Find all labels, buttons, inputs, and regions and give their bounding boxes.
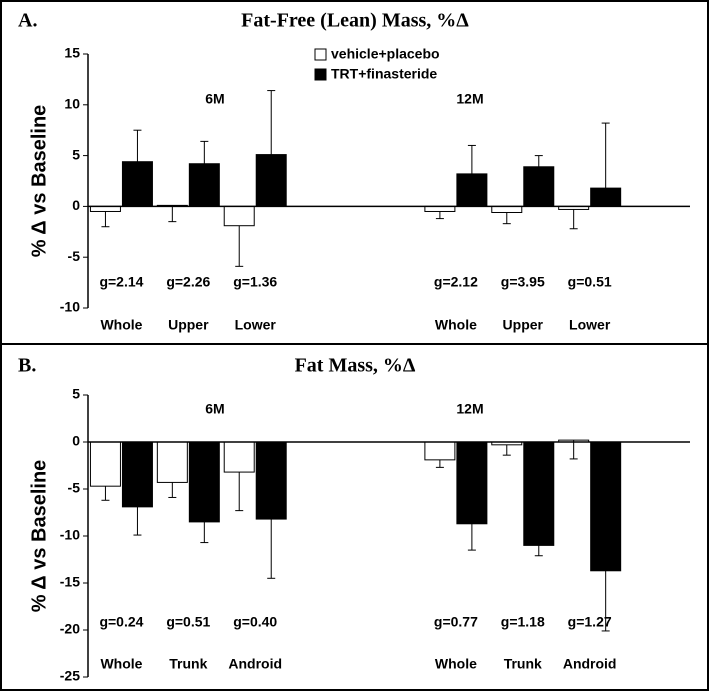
bar bbox=[491, 205, 523, 213]
bar bbox=[255, 154, 287, 207]
x-tick-label: Android bbox=[228, 656, 282, 672]
legend-label: TRT+finasteride bbox=[331, 66, 437, 82]
bar bbox=[188, 441, 220, 523]
bar bbox=[424, 441, 456, 461]
bar bbox=[255, 441, 287, 520]
effect-size-label: g=0.51 bbox=[166, 614, 210, 630]
x-tick-label: Whole bbox=[435, 317, 477, 333]
effect-size-label: g=0.24 bbox=[99, 614, 143, 630]
bar bbox=[523, 166, 555, 207]
y-axis-label: % Δ vs Baseline bbox=[28, 105, 50, 258]
y-tick-label: -5 bbox=[68, 480, 81, 496]
effect-size-label: g=0.77 bbox=[434, 614, 478, 630]
annotation: 12M bbox=[456, 91, 483, 107]
panel-label: B. bbox=[18, 355, 36, 377]
bar bbox=[424, 205, 456, 212]
x-tick-label: Upper bbox=[168, 317, 209, 333]
bar bbox=[456, 173, 488, 207]
bar bbox=[89, 441, 121, 487]
effect-size-label: g=0.40 bbox=[233, 614, 277, 630]
y-tick-label: -5 bbox=[68, 248, 81, 264]
panel-label: A. bbox=[18, 10, 37, 32]
bar bbox=[223, 205, 255, 227]
chart-title: Fat Mass, %Δ bbox=[295, 355, 416, 377]
effect-size-label: g=2.14 bbox=[99, 274, 143, 290]
bar bbox=[456, 441, 488, 525]
y-tick-label: -10 bbox=[60, 527, 80, 543]
effect-size-label: g=1.27 bbox=[568, 614, 612, 630]
bar bbox=[156, 441, 188, 483]
x-tick-label: Trunk bbox=[504, 656, 542, 672]
bar bbox=[121, 161, 153, 207]
effect-size-label: g=0.51 bbox=[568, 274, 612, 290]
chart-title: Fat-Free (Lean) Mass, %Δ bbox=[241, 10, 469, 32]
x-tick-label: Lower bbox=[235, 317, 277, 333]
x-tick-label: Trunk bbox=[169, 656, 207, 672]
y-tick-label: 0 bbox=[72, 433, 80, 449]
x-tick-label: Whole bbox=[435, 656, 477, 672]
bar bbox=[523, 441, 555, 546]
annotation: 6M bbox=[205, 91, 224, 107]
y-tick-label: -20 bbox=[60, 621, 80, 637]
bar bbox=[188, 163, 220, 207]
bar bbox=[590, 441, 622, 572]
effect-size-label: g=1.36 bbox=[233, 274, 277, 290]
x-tick-label: Whole bbox=[100, 317, 142, 333]
bar bbox=[223, 441, 255, 473]
y-tick-label: 5 bbox=[72, 146, 80, 162]
y-tick-label: 5 bbox=[72, 386, 80, 402]
effect-size-label: g=2.26 bbox=[166, 274, 210, 290]
y-tick-label: -25 bbox=[60, 668, 80, 684]
y-tick-label: -15 bbox=[60, 574, 80, 590]
effect-size-label: g=2.12 bbox=[434, 274, 478, 290]
bar bbox=[89, 205, 121, 212]
x-tick-label: Upper bbox=[503, 317, 544, 333]
annotation: 6M bbox=[205, 401, 224, 417]
y-tick-label: 15 bbox=[64, 45, 80, 61]
bar bbox=[590, 187, 622, 207]
bar bbox=[121, 441, 153, 508]
y-tick-label: 0 bbox=[72, 197, 80, 213]
y-tick-label: 10 bbox=[64, 96, 80, 112]
x-tick-label: Whole bbox=[100, 656, 142, 672]
annotation: 12M bbox=[456, 401, 483, 417]
effect-size-label: g=3.95 bbox=[501, 274, 545, 290]
effect-size-label: g=1.18 bbox=[501, 614, 545, 630]
legend-swatch bbox=[314, 48, 327, 61]
legend-swatch bbox=[314, 68, 327, 81]
x-tick-label: Lower bbox=[569, 317, 611, 333]
x-tick-label: Android bbox=[563, 656, 617, 672]
y-axis-label: % Δ vs Baseline bbox=[28, 460, 50, 613]
legend-label: vehicle+placebo bbox=[331, 46, 440, 62]
y-tick-label: -10 bbox=[60, 299, 80, 315]
